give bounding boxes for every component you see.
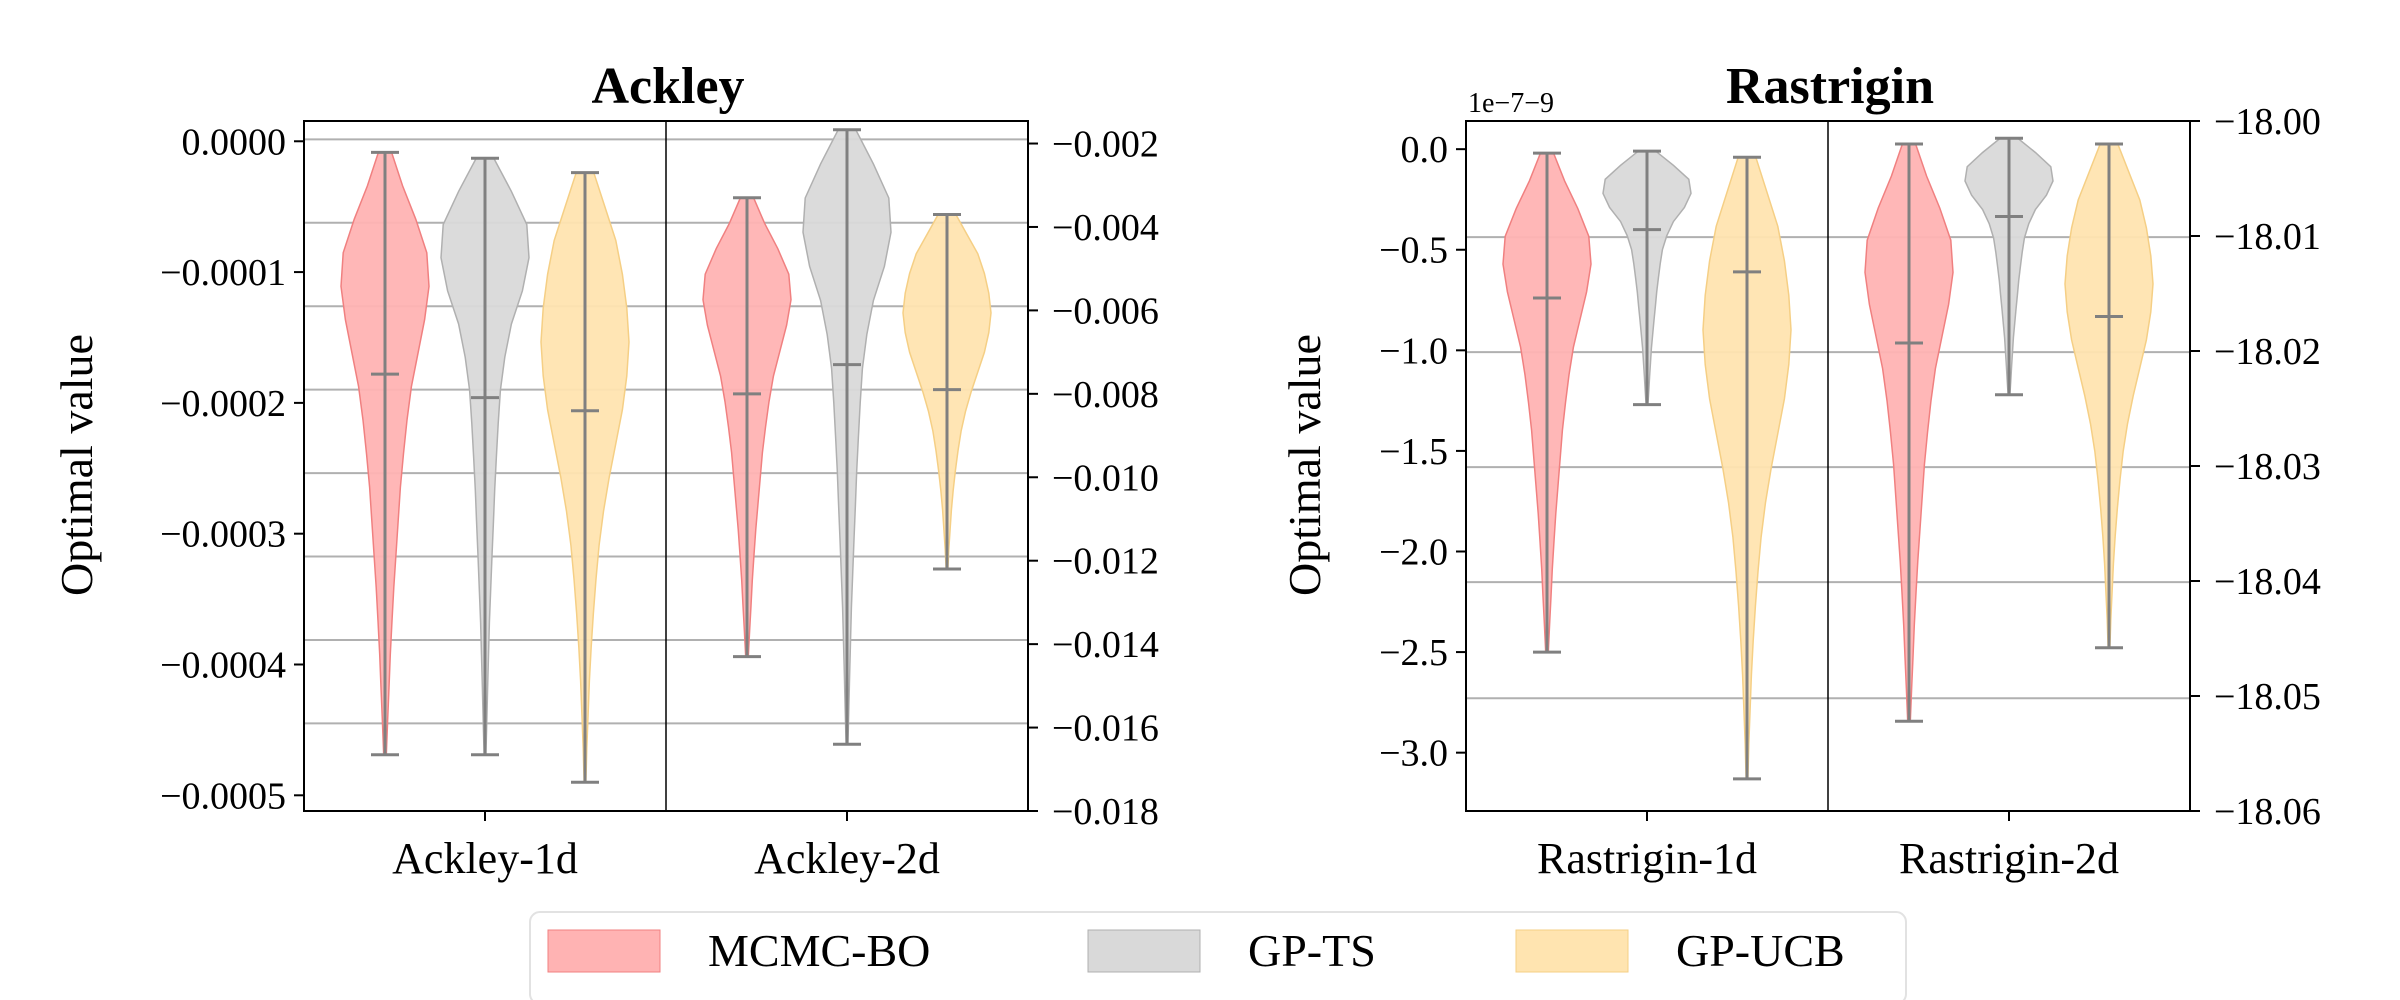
category-label-ackley-1d: Ackley-1d xyxy=(392,834,578,883)
legend-label-mcmc-bo: MCMC-BO xyxy=(708,925,930,976)
rastrigin-right-axis: −18.00 −18.01 −18.02 −18.03 −18.04 −18.05 −18.… xyxy=(2190,101,2321,833)
rastrigin-left-tick-label-5: −2.5 xyxy=(1379,632,1448,674)
rastrigin-title: Rastrigin xyxy=(1726,58,1934,115)
ackley-ylabel: Optimal value xyxy=(51,334,102,596)
ackley-left-tick-label-5: −0.0005 xyxy=(160,775,286,817)
category-label-ackley-2d: Ackley-2d xyxy=(754,834,940,883)
rastrigin-left-tick-label-2: −1.0 xyxy=(1379,330,1448,372)
rastrigin-panel: Rastrigin Optimal value 1e−7−9 0.0 −0.5 −1… xyxy=(1279,58,2321,883)
rastrigin-left-tick-label-4: −2.0 xyxy=(1379,531,1448,573)
rastrigin-left-tick-label-0: 0.0 xyxy=(1401,129,1449,171)
rastrigin-right-tick-label-3: −18.03 xyxy=(2214,446,2321,488)
ackley-left-tick-label-4: −0.0004 xyxy=(160,644,286,686)
rastrigin-right-tick-label-4: −18.04 xyxy=(2214,561,2321,603)
category-label-rastrigin-1d: Rastrigin-1d xyxy=(1537,834,1757,883)
ackley-left-tick-label-2: −0.0002 xyxy=(160,383,286,425)
rastrigin-offset-label: 1e−7−9 xyxy=(1468,88,1554,119)
legend: MCMC-BO GP-TS GP-UCB xyxy=(529,911,1907,1000)
ackley-title: Ackley xyxy=(591,58,744,115)
ackley-right-tick-label-5: −0.012 xyxy=(1052,541,1159,583)
ackley-left-tick-label-3: −0.0003 xyxy=(160,514,286,556)
legend-swatch-gp-ucb xyxy=(1515,929,1629,973)
ackley-category-axis: Ackley-1d Ackley-2d xyxy=(392,811,940,883)
legend-swatch-gp-ts xyxy=(1087,929,1201,973)
ackley-right-tick-label-3: −0.008 xyxy=(1052,374,1159,416)
ackley-left-tick-label-1: −0.0001 xyxy=(160,252,286,294)
legend-swatch-mcmc-bo xyxy=(547,929,661,973)
rastrigin-right-tick-label-5: −18.05 xyxy=(2214,676,2321,718)
rastrigin-ylabel: Optimal value xyxy=(1279,334,1330,596)
rastrigin-violins xyxy=(1502,136,2154,781)
ackley-right-tick-label-6: −0.014 xyxy=(1052,624,1159,666)
rastrigin-left-tick-label-6: −3.0 xyxy=(1379,733,1448,775)
ackley-left-axis: 0.0000 −0.0001 −0.0002 −0.0003 −0.0004 −0.000… xyxy=(160,121,304,817)
ackley-panel: Ackley Optimal value 0.0000 −0.0001 −0.000… xyxy=(51,58,1159,883)
ackley-right-tick-label-1: −0.004 xyxy=(1052,207,1159,249)
legend-label-gp-ts: GP-TS xyxy=(1248,925,1376,976)
ackley-left-tick-label-0: 0.0000 xyxy=(182,121,287,163)
rastrigin-left-tick-label-3: −1.5 xyxy=(1379,431,1448,473)
rastrigin-right-tick-label-0: −18.00 xyxy=(2214,101,2321,143)
category-label-rastrigin-2d: Rastrigin-2d xyxy=(1899,834,2119,883)
rastrigin-right-tick-label-1: −18.01 xyxy=(2214,216,2321,258)
ackley-right-tick-label-7: −0.016 xyxy=(1052,708,1159,750)
ackley-right-axis: −0.002 −0.004 −0.006 −0.008 −0.010 −0.012 −0.0… xyxy=(1028,124,1159,833)
rastrigin-right-tick-label-6: −18.06 xyxy=(2214,791,2321,833)
rastrigin-left-tick-label-1: −0.5 xyxy=(1379,230,1448,272)
rastrigin-category-axis: Rastrigin-1d Rastrigin-2d xyxy=(1537,811,2119,883)
ackley-right-tick-label-2: −0.006 xyxy=(1052,290,1159,332)
ackley-right-tick-label-4: −0.010 xyxy=(1052,457,1159,499)
ackley-right-tick-label-0: −0.002 xyxy=(1052,124,1159,166)
rastrigin-right-tick-label-2: −18.02 xyxy=(2214,331,2321,373)
rastrigin-left-axis: 0.0 −0.5 −1.0 −1.5 −2.0 −2.5 −3.0 xyxy=(1379,129,1466,775)
ackley-right-tick-label-8: −0.018 xyxy=(1052,791,1159,833)
ackley-violins xyxy=(340,128,992,784)
legend-label-gp-ucb: GP-UCB xyxy=(1676,925,1845,976)
